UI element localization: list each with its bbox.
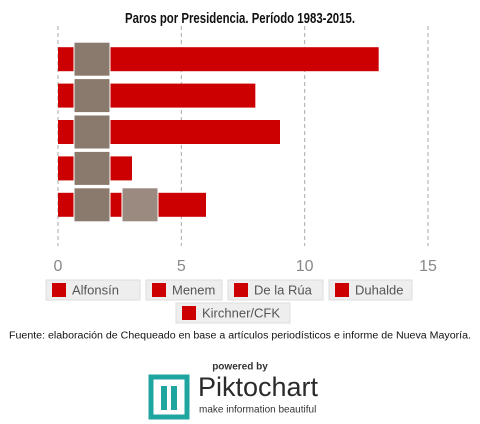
portrait <box>73 150 111 186</box>
portrait <box>73 114 111 150</box>
legend-label: Menem <box>172 282 215 297</box>
legend-swatch <box>182 306 196 320</box>
portrait <box>73 41 111 77</box>
chart-title: Paros por Presidencia. Período 1983-2015… <box>125 10 355 27</box>
legend-box <box>328 279 413 301</box>
portrait <box>73 187 111 223</box>
legend-box <box>227 279 324 301</box>
logo-icon <box>171 386 177 410</box>
brand-name: Piktochart <box>198 372 319 402</box>
legend-label: Alfonsín <box>72 282 119 297</box>
portrait <box>121 187 159 223</box>
logo-icon <box>148 374 190 420</box>
powered-by: powered by <box>212 362 268 373</box>
bar <box>58 47 379 72</box>
legend-label: Duhalde <box>355 282 403 297</box>
legend-box <box>45 279 141 301</box>
source-note: Fuente: elaboración de Chequeado en base… <box>9 331 471 342</box>
legend-swatch <box>152 283 166 297</box>
legend-swatch <box>52 283 66 297</box>
x-tick-label: 0 <box>54 258 63 275</box>
legend-box <box>175 302 291 324</box>
x-tick-label: 10 <box>296 258 314 275</box>
x-tick-label: 5 <box>177 258 186 275</box>
legend-swatch <box>335 283 349 297</box>
legend-swatch <box>234 283 248 297</box>
legend-label: Kirchner/CFK <box>202 305 280 320</box>
legend-label: De la Rúa <box>254 282 313 297</box>
portrait <box>73 78 111 114</box>
x-tick-label: 15 <box>419 258 437 275</box>
brand-tagline: make information beautiful <box>199 405 316 416</box>
logo-icon <box>161 386 167 410</box>
brand-logo <box>148 374 190 420</box>
